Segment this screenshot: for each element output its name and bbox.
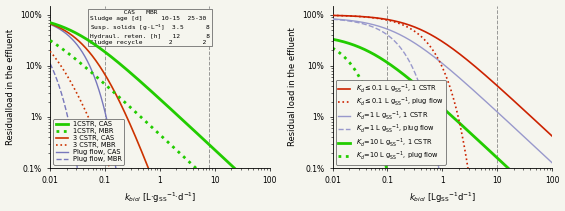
Y-axis label: Residualload in the effluent: Residualload in the effluent	[6, 29, 15, 145]
X-axis label: $k_{biol}$ [Lg$_\mathsf{SS}$$^{-1}$d$^{-1}$]: $k_{biol}$ [Lg$_\mathsf{SS}$$^{-1}$d$^{-…	[409, 191, 476, 206]
Legend: $K_d$$\leq$0.1 L g$_\mathsf{SS}$$^{-1}$, 1 CSTR, $K_d$$\leq$0.1 L g$_\mathsf{SS}: $K_d$$\leq$0.1 L g$_\mathsf{SS}$$^{-1}$,…	[336, 80, 446, 165]
Text: CAS   MBR
Sludge age [d]     10-15  25-30
Susp. solids [g·L$^{-1}$]  3.5      8
: CAS MBR Sludge age [d] 10-15 25-30 Susp.…	[90, 10, 211, 45]
X-axis label: $k_{biol}$ [L·g$_\mathsf{SS}$$^{-1}$·d$^{-1}$]: $k_{biol}$ [L·g$_\mathsf{SS}$$^{-1}$·d$^…	[124, 191, 196, 206]
Legend: 1CSTR, CAS, 1CSTR, MBR, 3 CSTR, CAS, 3 CSTR, MBR, Plug flow, CAS, Plug flow, MBR: 1CSTR, CAS, 1CSTR, MBR, 3 CSTR, CAS, 3 C…	[54, 119, 124, 165]
Y-axis label: Residual load in the effluent: Residual load in the effluent	[288, 27, 297, 146]
